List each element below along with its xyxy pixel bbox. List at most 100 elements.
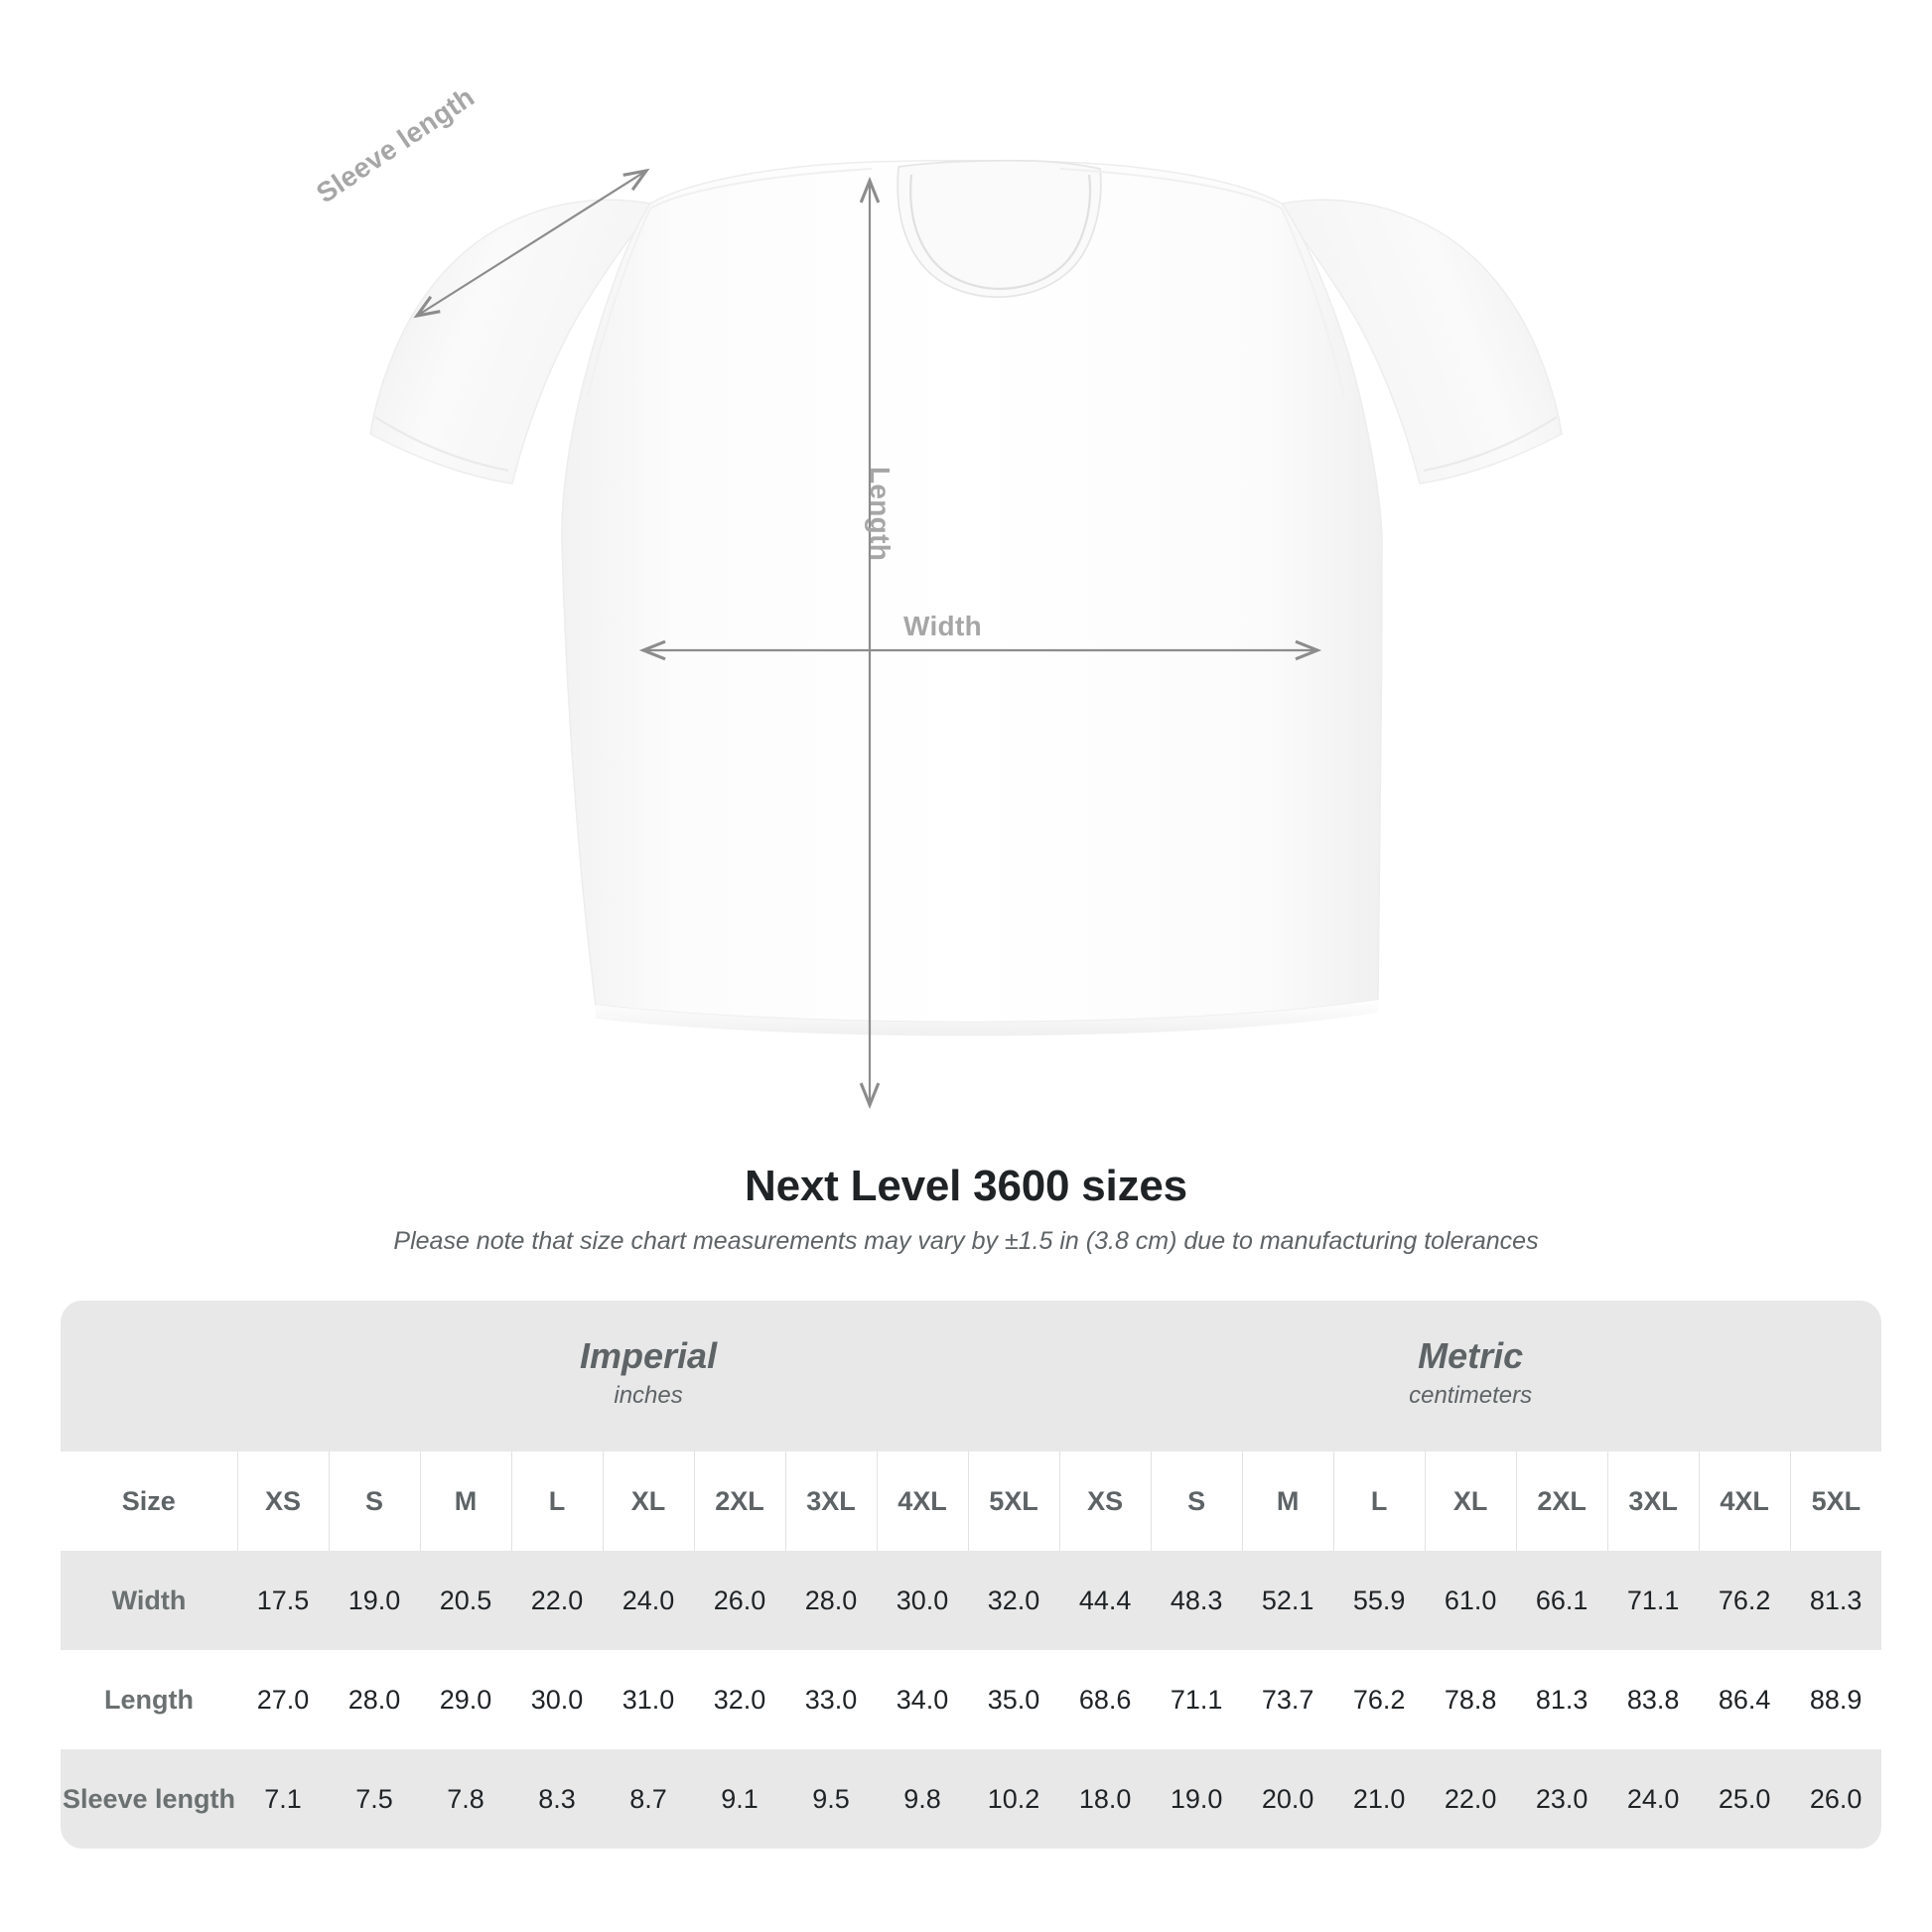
size-header-cell: 2XL (1515, 1451, 1608, 1551)
measurement-cell: 68.6 (1059, 1650, 1152, 1749)
page-title: Next Level 3600 sizes (745, 1162, 1187, 1210)
tshirt-size-diagram: Sleeve length Length Width (311, 81, 1563, 1110)
size-chart-table: Imperial inches Metric centimeters Size XS S M… (61, 1301, 1882, 1849)
measurement-cell: 24.0 (603, 1551, 694, 1650)
measurement-cell: 20.0 (1242, 1749, 1334, 1849)
measurement-row-label: Length (61, 1650, 237, 1749)
measurement-cell: 33.0 (785, 1650, 877, 1749)
measurement-cell: 7.5 (329, 1749, 420, 1849)
size-header-cell: 3XL (784, 1451, 877, 1551)
measurement-cell: 71.1 (1607, 1551, 1700, 1650)
measurement-cell: 22.0 (1425, 1749, 1517, 1849)
measurement-cell: 61.0 (1425, 1551, 1517, 1650)
measurement-cell: 9.8 (877, 1749, 968, 1849)
measurement-cell: 30.0 (511, 1650, 603, 1749)
table-row: Width 17.5 19.0 20.5 22.0 24.0 26.0 28.0 30.0 32.… (61, 1551, 1882, 1650)
measurement-cell: 88.9 (1790, 1650, 1882, 1749)
measurement-cell: 76.2 (1333, 1650, 1426, 1749)
measurement-cell: 26.0 (1790, 1749, 1882, 1849)
measurement-cell: 10.2 (968, 1749, 1060, 1849)
size-header-cell: M (419, 1451, 511, 1551)
size-header-cell: L (510, 1451, 603, 1551)
unit-name: Metric (1418, 1334, 1524, 1376)
unit-name: Imperial (580, 1334, 718, 1376)
shirt-collar (897, 159, 1102, 299)
measurement-cell: 78.8 (1425, 1650, 1517, 1749)
right-shoulder-seam (1059, 168, 1283, 209)
size-header-cell: 4XL (876, 1451, 968, 1551)
tshirt-illustration (369, 159, 1563, 1110)
measurement-cell: 8.3 (511, 1749, 603, 1849)
measurement-cell: 7.1 (237, 1749, 329, 1849)
measurement-cell: 34.0 (877, 1650, 968, 1749)
measurement-cell: 9.1 (694, 1749, 785, 1849)
measurement-cell: 28.0 (329, 1650, 420, 1749)
measurement-cell: 23.0 (1516, 1749, 1608, 1849)
unit-row-spacer (61, 1301, 237, 1451)
right-sleeve-hem (1423, 416, 1558, 473)
measurement-cell: 73.7 (1242, 1650, 1334, 1749)
measurement-cell: 32.0 (968, 1551, 1060, 1650)
measurement-cell: 18.0 (1059, 1749, 1152, 1849)
size-header-cell: XL (602, 1451, 694, 1551)
unit-header-metric: Metric centimeters (1059, 1301, 1882, 1451)
left-shoulder-seam (649, 168, 873, 209)
left-sleeve-hem (374, 416, 509, 473)
chart-heading: Next Level 3600 sizes Please note that s… (0, 1162, 1932, 1256)
measurement-cell: 83.8 (1607, 1650, 1700, 1749)
unit-system-header-row: Imperial inches Metric centimeters (61, 1301, 1882, 1451)
measurement-cell: 35.0 (968, 1650, 1060, 1749)
width-annotation-label: Width (903, 611, 982, 641)
measurement-cell: 48.3 (1151, 1551, 1243, 1650)
size-header-cell: S (1150, 1451, 1243, 1551)
size-column-label: Size (61, 1451, 237, 1551)
measurement-cell: 71.1 (1151, 1650, 1243, 1749)
measurement-cell: 28.0 (785, 1551, 877, 1650)
measurement-cell: 81.3 (1516, 1650, 1608, 1749)
size-header-cell: 5XL (1789, 1451, 1882, 1551)
measurement-cell: 19.0 (329, 1551, 420, 1650)
measurement-cell: 55.9 (1333, 1551, 1426, 1650)
size-header-cell: S (328, 1451, 420, 1551)
measurement-cell: 27.0 (237, 1650, 329, 1749)
table-row: Sleeve length 7.1 7.5 7.8 8.3 8.7 9.1 9.5 9.8 10.… (61, 1749, 1882, 1849)
measurement-cell: 19.0 (1151, 1749, 1243, 1849)
measurement-cell: 44.4 (1059, 1551, 1152, 1650)
measurement-cell: 81.3 (1790, 1551, 1882, 1650)
tolerance-note: Please note that size chart measurements… (393, 1227, 1539, 1255)
size-header-cell: XS (236, 1451, 329, 1551)
measurement-cell: 8.7 (603, 1749, 694, 1849)
table-row: Length 27.0 28.0 29.0 30.0 31.0 32.0 33.0 34.0 35… (61, 1650, 1882, 1749)
neckline (909, 174, 1092, 290)
sleeve-length-measure-arrow (413, 168, 650, 319)
size-header-cell: XL (1424, 1451, 1517, 1551)
size-header-cell: 4XL (1698, 1451, 1791, 1551)
measurement-cell: 86.4 (1699, 1650, 1791, 1749)
measurement-cell: 7.8 (420, 1749, 511, 1849)
size-chart-table-container: Imperial inches Metric centimeters Size XS S M… (61, 1301, 1882, 1849)
size-header-cell: L (1332, 1451, 1426, 1551)
unit-header-imperial: Imperial inches (237, 1301, 1060, 1451)
measurement-row-label: Sleeve length (61, 1749, 237, 1849)
length-annotation-label: Length (865, 467, 896, 562)
size-header-cell: 5XL (967, 1451, 1060, 1551)
measurement-cell: 66.1 (1516, 1551, 1608, 1650)
size-header-cell: M (1241, 1451, 1334, 1551)
right-armhole-seam (1281, 207, 1345, 398)
unit-subtitle: inches (614, 1381, 683, 1409)
shirt-hem (596, 1000, 1378, 1036)
measurement-cell: 32.0 (694, 1650, 785, 1749)
size-header-cell: 2XL (693, 1451, 785, 1551)
measurement-cell: 52.1 (1242, 1551, 1334, 1650)
measurement-cell: 76.2 (1699, 1551, 1791, 1650)
measurement-row-label: Width (61, 1551, 237, 1650)
measurement-cell: 31.0 (603, 1650, 694, 1749)
measurement-cell: 29.0 (420, 1650, 511, 1749)
size-header-cell: 3XL (1606, 1451, 1700, 1551)
measurement-cell: 21.0 (1333, 1749, 1426, 1849)
measurement-cell: 9.5 (785, 1749, 877, 1849)
measurement-cell: 26.0 (694, 1551, 785, 1650)
size-header-cell: XS (1058, 1451, 1152, 1551)
right-sleeve (1281, 199, 1563, 484)
measurement-cell: 22.0 (511, 1551, 603, 1650)
